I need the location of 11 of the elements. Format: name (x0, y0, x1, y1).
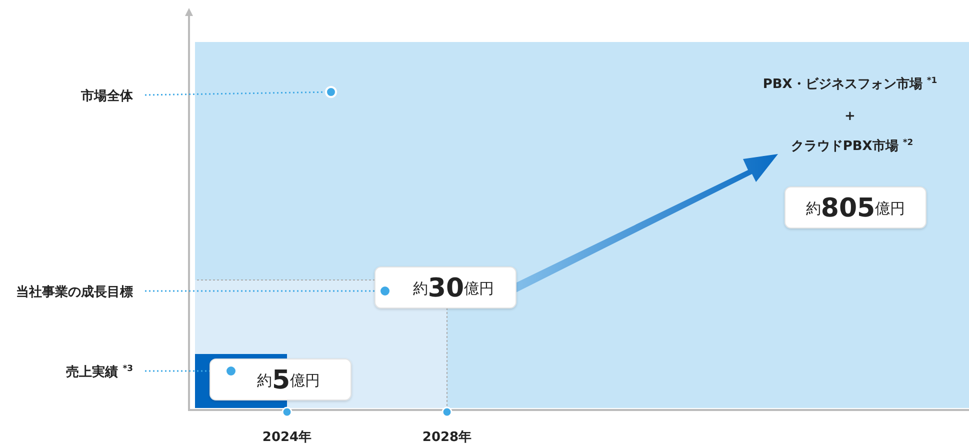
category-label: 当社事業の成長目標 (16, 284, 133, 300)
text: 2024年 (262, 430, 312, 445)
text: + (844, 109, 856, 124)
data-label: 約30億円 (412, 274, 494, 304)
text: 2028年 (422, 430, 472, 445)
data-label: 約5億円 (256, 366, 320, 396)
category-label: 売上実績 $^{*3}$ (66, 363, 134, 380)
category-label: 市場全体 (80, 88, 134, 104)
data-label: 約805億円 (806, 194, 906, 224)
text: PBX・ビジネスフォン市場 $^{*1}$ (762, 75, 938, 92)
text: クラウドPBX市場 $^{*2}$ (790, 137, 914, 154)
